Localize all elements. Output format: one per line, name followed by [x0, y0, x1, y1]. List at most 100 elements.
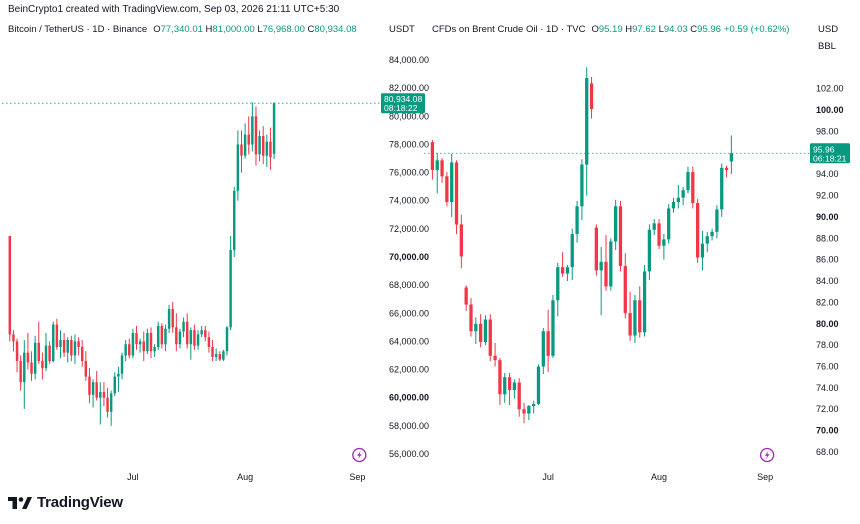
- tradingview-logo: TradingView: [8, 494, 123, 511]
- btc-candle-body: [80, 347, 84, 362]
- btc-ohlc-value: 76,968.00: [262, 24, 305, 35]
- btc-candle-body: [77, 341, 80, 348]
- brent-y-tick-label: 70.00: [816, 426, 839, 436]
- btc-candle-body: [26, 352, 30, 363]
- btc-candle-body: [243, 134, 247, 156]
- brent-candle-body: [512, 382, 517, 391]
- brent-candle-body: [450, 162, 454, 202]
- btc-candle-body: [200, 330, 203, 335]
- btc-candle-body: [91, 382, 95, 395]
- btc-candle-body: [102, 392, 106, 398]
- btc-candle-body: [124, 344, 127, 356]
- brent-candle-body: [551, 300, 555, 356]
- brent-x-tick-label: Sep: [757, 472, 773, 482]
- brent-y-tick-label: 72.00: [816, 404, 839, 414]
- brent-candle-body: [700, 243, 705, 258]
- brent-candle-body: [623, 266, 627, 314]
- brent-candle-body: [642, 271, 647, 333]
- brent-candle-body: [691, 172, 695, 204]
- btc-chart-group: 84,000.00 82,000.00 80,000.00 78,000.00 76,0…: [2, 55, 429, 482]
- brent-candle-body: [435, 160, 439, 170]
- btc-candle-body: [265, 141, 269, 156]
- btc-legend: Bitcoin / TetherUS · 1D · Binance O77,340…: [8, 24, 357, 35]
- brent-candle-body: [541, 331, 545, 367]
- btc-y-tick-label: 68,000.00: [389, 280, 429, 290]
- brent-candle-body: [546, 331, 550, 356]
- btc-price-badge: [381, 93, 425, 114]
- brent-x-tick-label: Jul: [542, 472, 554, 482]
- btc-y-tick-label: 76,000.00: [389, 168, 429, 178]
- btc-candle-body: [160, 325, 164, 345]
- brent-candle-body: [604, 261, 608, 287]
- brent-candle-body: [478, 323, 483, 342]
- brent-candle-body: [667, 208, 671, 240]
- brent-candle-body: [715, 209, 719, 232]
- btc-ohlc-key: L: [257, 24, 263, 35]
- brent-candle-body: [633, 300, 637, 336]
- btc-y-tick-label: 82,000.00: [389, 83, 429, 93]
- brent-candle-body: [454, 162, 459, 225]
- btc-ohlc-key: H: [205, 24, 213, 35]
- brent-y-tick-label: 74.00: [816, 383, 839, 393]
- btc-candle-body: [222, 351, 225, 360]
- btc-candle-body: [73, 341, 77, 356]
- brent-y-tick-label: 82.00: [816, 297, 839, 307]
- brent-candle-body: [729, 153, 734, 162]
- brent-candle-body: [556, 267, 560, 301]
- brent-y-tick-label: 92.00: [816, 191, 839, 201]
- btc-candle-body: [135, 332, 138, 345]
- tradingview-logo-icon: [8, 496, 32, 509]
- brent-ohlc-key: H: [625, 24, 633, 35]
- btc-candle-body: [99, 392, 102, 398]
- btc-candle-body: [247, 134, 250, 145]
- brent-price-badge-value: 95.96: [813, 144, 835, 154]
- brent-y-tick-label: 88.00: [816, 233, 839, 243]
- btc-candle-body: [269, 141, 272, 158]
- btc-candle-body: [70, 339, 73, 356]
- btc-candle-body: [272, 103, 276, 154]
- btc-lightning-icon: [357, 451, 362, 459]
- btc-candle-body: [44, 345, 48, 369]
- brent-y-tick-label: 102.00: [816, 84, 844, 94]
- btc-candle-body: [225, 327, 229, 352]
- btc-candle-body: [117, 373, 120, 377]
- brent-candle-body: [565, 267, 570, 274]
- brent-candle-body: [580, 164, 584, 207]
- btc-candle-body: [204, 330, 207, 338]
- brent-candle-body: [488, 319, 492, 356]
- brent-candle-body: [599, 261, 603, 271]
- btc-candle-body: [19, 361, 22, 383]
- btc-candle-body: [240, 144, 243, 156]
- btc-candle-body: [113, 376, 117, 394]
- brent-ohlc-value: 97.62: [632, 24, 656, 35]
- brent-y-tick-label: 100.00: [816, 105, 844, 115]
- btc-candle-body: [182, 321, 185, 332]
- btc-x-tick-label: Jul: [127, 472, 139, 482]
- brent-legend-title: CFDs on Brent Crude Oil · 1D · TVC: [432, 24, 586, 35]
- btc-candle-body: [196, 334, 200, 346]
- brent-candle-body: [652, 223, 656, 230]
- brent-lightning-icon: [764, 451, 770, 459]
- brent-candle-body: [493, 355, 497, 361]
- brent-candle-body: [440, 160, 444, 177]
- brent-unit-sub-label: BBL: [818, 41, 836, 52]
- btc-candle-body: [175, 327, 178, 345]
- brent-candle-body: [517, 382, 521, 410]
- brent-candle-body: [609, 241, 613, 287]
- btc-candle-body: [164, 328, 167, 345]
- btc-candle-body: [131, 332, 135, 356]
- brent-ohlc-value: 95.96: [697, 24, 721, 35]
- btc-candle-body: [251, 116, 254, 145]
- btc-candle-body: [254, 116, 258, 155]
- btc-candle-body: [37, 342, 41, 362]
- brent-y-tick-label: 86.00: [816, 255, 839, 265]
- brent-candle-body: [647, 229, 652, 272]
- btc-candle-body: [218, 354, 222, 360]
- brent-y-tick-label: 76.00: [816, 362, 839, 372]
- brent-candle-body: [503, 377, 507, 395]
- brent-y-tick-label: 68.00: [816, 447, 839, 457]
- btc-candle-body: [185, 321, 189, 345]
- btc-candle-body: [146, 332, 149, 352]
- btc-candle-body: [33, 342, 37, 374]
